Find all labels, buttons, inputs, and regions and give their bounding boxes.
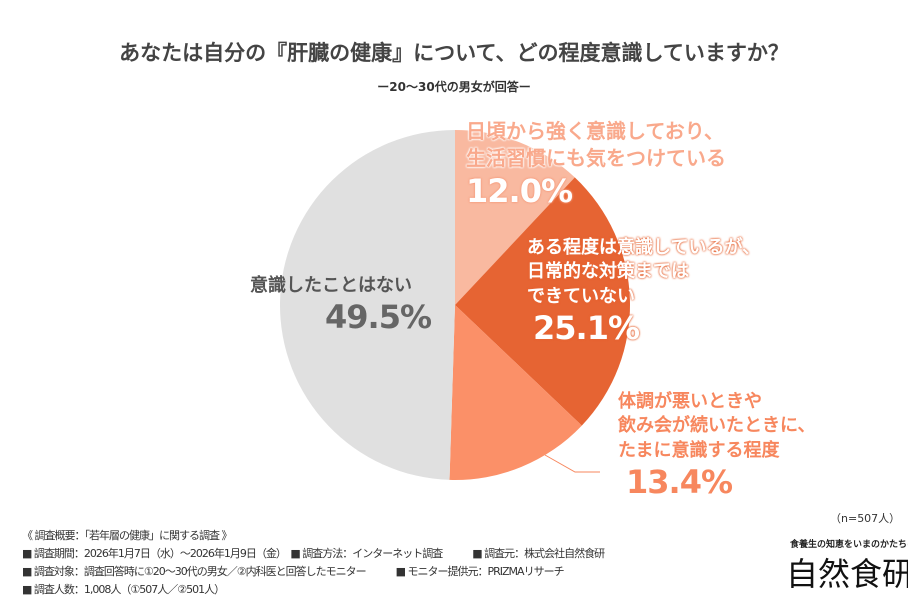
footer-line: ■ 調査対象：調査回答時に①20〜30代の男女／②内科医と回答したモニター ■ … (22, 565, 565, 578)
footer-line: ■ 調査人数：1,008人（①507人／②501人） (22, 583, 225, 596)
label-line: 意識したことはない (250, 275, 412, 296)
data-label: 49.5% (325, 298, 432, 337)
slice-label-strong: 日頃から強く意識しており、 生活習慣にも気をつけている 12.0% (466, 118, 726, 210)
sample-size: （n=507人） (830, 512, 901, 525)
label-line: 日頃から強く意識しており、 (466, 119, 724, 143)
pie-slice-3 (280, 130, 455, 480)
data-label: 25.1% (533, 308, 640, 347)
label-line: ある程度は意識しているが、 (527, 237, 761, 258)
pie-slice-2 (449, 305, 582, 480)
chart-title: あなたは自分の『肝臓の健康』について、どの程度意識していますか？ (119, 41, 789, 65)
data-label: 12.0% (466, 172, 573, 210)
slice-label-occasionally: 体調が悪いときや 飲み会が続いたときに、 たまに意識する程度 13.4% (618, 390, 815, 501)
logo: 自然食研 (786, 555, 908, 593)
slice-label-somewhat: ある程度は意識しているが、 日常的な対策までは できていない 25.1% (527, 236, 760, 347)
footer-line: ■ 調査期間：2026年1月7日（水）〜2026年1月9日（金） ■ 調査方法：… (22, 547, 605, 560)
label-line: 体調が悪いときや (618, 391, 762, 412)
label-line: たまに意識する程度 (618, 439, 780, 461)
label-line: 日常的な対策までは (527, 261, 689, 283)
slice-label-never: 意識したことはない 49.5% (250, 274, 432, 337)
label-line: 飲み会が続いたときに、 (618, 415, 816, 437)
logo-tagline: 食養生の知恵をいまのかたちに (790, 540, 908, 550)
chart-subtitle: ー20〜30代の男女が回答ー (377, 80, 531, 94)
data-label: 13.4% (626, 462, 733, 501)
leader-line (544, 454, 600, 473)
pie-slice-0 (455, 130, 575, 305)
footer-line: 《 調査概要：「若年層の健康」に関する調査 》 (22, 529, 232, 542)
pie-slice-1 (455, 177, 630, 426)
label-line: 生活習慣にも気をつけている (466, 146, 726, 170)
label-line: できていない (527, 285, 635, 307)
